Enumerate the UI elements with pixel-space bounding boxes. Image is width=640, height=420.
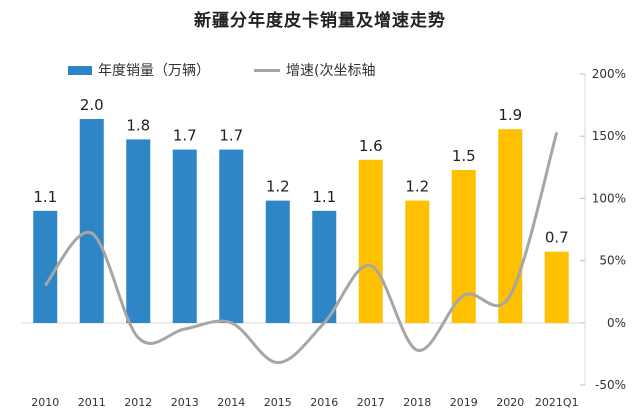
data-label-2011: 2.0 (80, 96, 104, 114)
chart-title: 新疆分年度皮卡销量及增速走势 (194, 11, 446, 31)
bar-2010 (33, 210, 58, 323)
data-label-2010: 1.1 (33, 188, 57, 206)
x-tick-label-2020: 2020 (496, 396, 524, 409)
data-label-2015: 1.2 (266, 178, 290, 196)
bar-2014 (219, 149, 244, 323)
data-label-2020: 1.9 (498, 106, 522, 124)
data-label-2014: 1.7 (219, 127, 243, 145)
bar-2012 (126, 139, 151, 323)
bar-2018 (405, 200, 430, 323)
data-label-2016: 1.1 (312, 188, 336, 206)
x-tick-label-2016: 2016 (310, 396, 338, 409)
x-tick-label-2021Q1: 2021Q1 (535, 396, 579, 409)
x-tick-label-2010: 2010 (31, 396, 59, 409)
bar-2019 (451, 170, 476, 323)
x-tick-label-2013: 2013 (171, 396, 199, 409)
x-tick-label-2017: 2017 (357, 396, 385, 409)
legend-bar-label: 年度销量（万辆） (98, 63, 210, 79)
bar-2015 (265, 200, 290, 323)
secondary-tick-label: 0% (607, 316, 626, 330)
bar-2011 (79, 119, 104, 323)
secondary-tick-label: 50% (599, 254, 626, 268)
data-label-2021Q1: 0.7 (545, 229, 569, 247)
secondary-tick-label: 150% (592, 129, 626, 143)
legend-bar-swatch (68, 65, 92, 75)
x-tick-label-2012: 2012 (124, 396, 152, 409)
secondary-tick-label: -50% (595, 378, 626, 392)
secondary-tick-label: 100% (592, 191, 626, 205)
legend: 年度销量（万辆） 增速(次坐标轴 (68, 60, 375, 80)
growth-rate-line (44, 132, 559, 365)
data-label-2019: 1.5 (452, 147, 476, 165)
x-tick-label-2018: 2018 (403, 396, 431, 409)
x-tick-label-2019: 2019 (450, 396, 478, 409)
data-label-2017: 1.6 (359, 137, 383, 155)
bar-2021Q1 (544, 251, 569, 323)
data-label-2012: 1.8 (126, 116, 150, 134)
data-label-2013: 1.7 (173, 127, 197, 145)
bar-2013 (172, 149, 197, 323)
x-tick-label-2011: 2011 (78, 396, 106, 409)
bar-2017 (358, 159, 383, 323)
x-tick-label-2015: 2015 (264, 396, 292, 409)
bar-2016 (312, 210, 337, 323)
x-tick-label-2014: 2014 (217, 396, 245, 409)
data-label-2018: 1.2 (405, 178, 429, 196)
secondary-tick-label: 200% (592, 67, 626, 81)
bar-2020 (498, 129, 523, 323)
legend-line-label: 增速(次坐标轴 (286, 63, 376, 79)
legend-line-swatch (254, 68, 280, 72)
